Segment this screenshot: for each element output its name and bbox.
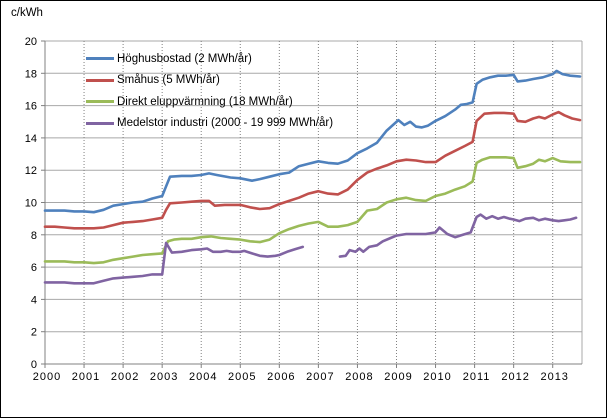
legend-item: Medelstor industri (2000 - 19 999 MWh/år… — [86, 113, 333, 135]
svg-text:16: 16 — [25, 101, 37, 113]
svg-text:2000: 2000 — [33, 371, 61, 383]
svg-text:18: 18 — [25, 68, 37, 80]
svg-text:20: 20 — [25, 36, 37, 48]
svg-text:10: 10 — [25, 198, 37, 210]
legend-item: Direkt eluppvärmning (18 MWh/år) — [86, 91, 333, 113]
axis-tick-labels: 0 2 4 6 8 10 12 14 16 18 20 2000 2001 2002 2003 2004 200… — [25, 36, 568, 383]
svg-text:2008: 2008 — [345, 371, 373, 383]
svg-text:2005: 2005 — [228, 371, 256, 383]
svg-text:2004: 2004 — [189, 371, 217, 383]
legend-label: Höghusbostad (2 MWh/år) — [117, 52, 252, 65]
svg-text:2009: 2009 — [384, 371, 412, 383]
series-line-1 — [43, 110, 582, 230]
gridlines-and-axes — [41, 40, 583, 368]
legend: Höghusbostad (2 MWh/år) Småhus (5 MWh/år… — [86, 48, 333, 134]
legend-item: Höghusbostad (2 MWh/år) — [86, 48, 333, 70]
legend-swatch-hoghusbostad — [86, 57, 114, 61]
svg-text:2013: 2013 — [540, 371, 568, 383]
series-line-0 — [43, 69, 582, 214]
svg-text:6: 6 — [31, 262, 37, 274]
series-lines — [43, 69, 582, 285]
svg-text:2011: 2011 — [463, 371, 491, 383]
legend-swatch-medelstor-industri — [86, 121, 114, 125]
legend-swatch-direkt-eluppvarmning — [86, 100, 114, 104]
series-line-3 — [43, 213, 578, 285]
svg-text:2: 2 — [31, 327, 37, 339]
svg-text:2010: 2010 — [423, 371, 451, 383]
svg-text:0: 0 — [31, 359, 37, 371]
legend-label: Medelstor industri (2000 - 19 999 MWh/år… — [117, 117, 334, 130]
legend-item: Småhus (5 MWh/år) — [86, 70, 333, 92]
svg-text:2012: 2012 — [501, 371, 529, 383]
svg-text:12: 12 — [25, 165, 37, 177]
svg-text:8: 8 — [31, 230, 37, 242]
svg-text:2002: 2002 — [111, 371, 139, 383]
svg-text:2006: 2006 — [267, 371, 295, 383]
series-line-2 — [43, 156, 582, 265]
legend-label: Småhus (5 MWh/år) — [117, 74, 220, 87]
svg-text:14: 14 — [25, 133, 37, 145]
legend-label: Direkt eluppvärmning (18 MWh/år) — [117, 95, 293, 108]
svg-text:2007: 2007 — [306, 371, 334, 383]
svg-text:4: 4 — [31, 294, 37, 306]
svg-text:2001: 2001 — [72, 371, 100, 383]
svg-text:2003: 2003 — [150, 371, 178, 383]
y-axis-unit-label: c/kWh — [11, 7, 43, 19]
legend-swatch-smahus — [86, 78, 114, 82]
